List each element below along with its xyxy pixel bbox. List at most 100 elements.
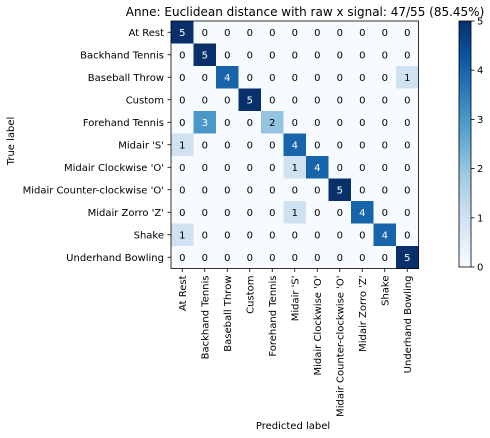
cell-value-label: 0 xyxy=(202,73,208,84)
cell-value-label: 0 xyxy=(179,208,185,219)
heatmap-cell xyxy=(328,88,352,112)
y-tick-label: Midair 'S' xyxy=(118,140,164,151)
cell-value-label: 0 xyxy=(292,50,298,61)
heatmap-cell xyxy=(396,66,419,89)
heatmap-cell xyxy=(396,156,419,179)
heatmap-cell xyxy=(261,246,284,269)
heatmap-cell xyxy=(306,246,329,269)
cell-value-label: 1 xyxy=(292,208,298,219)
heatmap-cell xyxy=(373,43,397,67)
cell-value-label: 0 xyxy=(247,50,253,61)
cell-value-label: 0 xyxy=(314,230,320,241)
cell-value-label: 0 xyxy=(269,253,275,264)
cell-value-label: 0 xyxy=(337,95,343,106)
heatmap-grid: 5 0 0 0 0 0 0 0 0 0 0 0 5 0 0 0 0 0 0 0 0 0 0 0 4 0 0 0 0 0 0 0 1 0 0 0 5 0 0 0… xyxy=(170,20,419,269)
heatmap-cell xyxy=(373,133,397,157)
cell-value-label: 0 xyxy=(224,95,230,106)
heatmap-cell xyxy=(171,201,194,224)
heatmap-cell xyxy=(328,223,352,247)
cell-value-label: 0 xyxy=(337,140,343,151)
heatmap-cell xyxy=(238,246,262,269)
cell-value-label: 0 xyxy=(404,140,410,151)
cell-value-label: 0 xyxy=(202,185,208,196)
cell-value-label: 0 xyxy=(224,253,230,264)
y-tick-label: Forehand Tennis xyxy=(83,118,164,129)
heatmap-cell xyxy=(328,66,352,89)
heatmap-cell xyxy=(193,246,217,269)
x-tick-label: Backhand Tennis xyxy=(200,276,211,360)
cell-value-label: 0 xyxy=(247,28,253,39)
cell-value-label: 0 xyxy=(269,28,275,39)
heatmap-cell xyxy=(328,133,352,157)
cell-value-label: 0 xyxy=(404,163,410,174)
cell-value-label: 0 xyxy=(359,28,365,39)
heatmap-cell xyxy=(216,88,239,112)
heatmap-cell xyxy=(396,133,419,157)
cell-value-label: 0 xyxy=(224,208,230,219)
cell-value-label: 5 xyxy=(404,253,410,264)
cell-value-label: 0 xyxy=(382,118,388,129)
cell-value-label: 0 xyxy=(382,140,388,151)
y-tick-label: Shake xyxy=(134,230,164,241)
cell-value-label: 0 xyxy=(314,50,320,61)
x-tick-label: Midair Counter-clockwise 'O' xyxy=(335,276,346,417)
cell-value-label: 0 xyxy=(179,163,185,174)
cell-value-label: 1 xyxy=(292,163,298,174)
heatmap-cell xyxy=(373,246,397,269)
colorbar-tick-label: 4 xyxy=(477,66,483,77)
cell-value-label: 0 xyxy=(382,163,388,174)
x-tick-label: Baseball Throw xyxy=(223,276,234,352)
cell-value-label: 0 xyxy=(269,140,275,151)
colorbar-tick-label: 5 xyxy=(477,17,483,28)
y-tick-label: Midair Zorro 'Z' xyxy=(88,208,164,219)
cell-value-label: 0 xyxy=(292,230,298,241)
cell-value-label: 0 xyxy=(202,140,208,151)
heatmap-cell xyxy=(238,88,262,112)
heatmap-cell xyxy=(396,88,419,112)
heatmap-cell xyxy=(171,21,194,44)
cell-value-label: 0 xyxy=(269,185,275,196)
cell-value-label: 4 xyxy=(292,140,298,151)
cell-value-label: 0 xyxy=(314,95,320,106)
cell-value-label: 3 xyxy=(202,118,208,129)
heatmap-cell xyxy=(306,88,329,112)
cell-value-label: 0 xyxy=(337,28,343,39)
cell-value-label: 0 xyxy=(359,140,365,151)
heatmap-cell xyxy=(373,201,397,224)
heatmap-cell xyxy=(396,223,419,247)
cell-value-label: 5 xyxy=(179,28,185,39)
x-tick-label: Midair Zorro 'Z' xyxy=(358,276,369,352)
cell-value-label: 0 xyxy=(292,253,298,264)
cell-value-label: 1 xyxy=(404,73,410,84)
y-tick-label: Custom xyxy=(126,95,164,106)
heatmap-cell xyxy=(216,133,239,157)
cell-value-label: 0 xyxy=(359,95,365,106)
heatmap-cell xyxy=(171,178,194,202)
cell-value-label: 0 xyxy=(382,208,388,219)
heatmap-cell xyxy=(193,21,217,44)
cell-value-label: 0 xyxy=(247,253,253,264)
cell-value-label: 0 xyxy=(224,230,230,241)
heatmap-cell xyxy=(171,66,194,89)
heatmap-cell xyxy=(261,201,284,224)
heatmap-cell xyxy=(261,156,284,179)
cell-value-label: 1 xyxy=(179,140,185,151)
heatmap-cell xyxy=(328,246,352,269)
heatmap-cell xyxy=(238,223,262,247)
cell-value-label: 0 xyxy=(382,185,388,196)
heatmap-cell xyxy=(261,223,284,247)
cell-value-label: 0 xyxy=(179,50,185,61)
heatmap-cell xyxy=(261,43,284,67)
y-tick-label: Backhand Tennis xyxy=(80,50,164,61)
heatmap-cell xyxy=(193,156,217,179)
cell-value-label: 0 xyxy=(247,163,253,174)
cell-value-label: 0 xyxy=(269,50,275,61)
cell-value-label: 0 xyxy=(269,230,275,241)
cell-value-label: 0 xyxy=(314,140,320,151)
heatmap-cell xyxy=(216,246,239,269)
cell-value-label: 0 xyxy=(382,95,388,106)
heatmap-cell xyxy=(171,43,194,67)
heatmap-cell xyxy=(351,66,374,89)
heatmap-cell xyxy=(171,133,194,157)
cell-value-label: 0 xyxy=(314,28,320,39)
